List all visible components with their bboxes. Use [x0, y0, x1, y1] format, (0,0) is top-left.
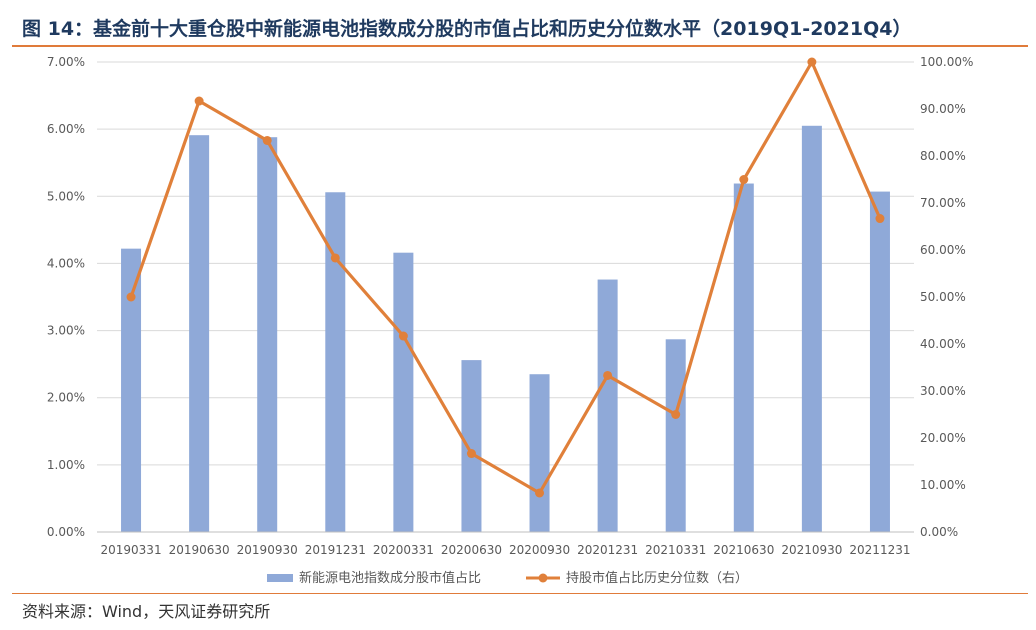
x-tick-label: 20210331 — [645, 543, 706, 557]
bar — [189, 135, 210, 532]
x-tick-label: 20190930 — [237, 543, 298, 557]
line-path — [129, 60, 882, 495]
x-tick-label: 20190630 — [169, 543, 230, 557]
x-tick-label: 20210930 — [781, 543, 842, 557]
bar — [869, 191, 890, 533]
line-point — [330, 253, 340, 263]
right-tick-label: 0.00% — [920, 525, 958, 539]
left-tick-label: 3.00% — [47, 324, 85, 338]
right-tick-label: 100.00% — [920, 55, 973, 69]
legend: 新能源电池指数成分股市值占比 持股市值占比历史分位数（右） — [267, 570, 748, 586]
grid-lines — [97, 61, 914, 533]
right-tick-label: 80.00% — [920, 149, 966, 163]
left-tick-label: 7.00% — [47, 55, 85, 69]
bar — [461, 360, 482, 532]
chart-title: 图 14：基金前十大重仓股中新能源电池指数成分股的市值占比和历史分位数水平（20… — [22, 18, 912, 40]
line-series — [126, 57, 885, 498]
bar — [121, 248, 142, 532]
right-tick-label: 60.00% — [920, 243, 966, 257]
line-point — [262, 135, 272, 145]
title-rule — [12, 45, 1028, 47]
x-tick-label: 20210630 — [713, 543, 774, 557]
line-point — [398, 331, 408, 341]
x-tick-label: 20200331 — [373, 543, 434, 557]
line-point — [603, 370, 613, 380]
line-point — [739, 175, 749, 184]
right-tick-label: 40.00% — [920, 337, 966, 351]
legend-bar-swatch — [267, 574, 293, 582]
bar — [257, 137, 278, 532]
x-tick-label: 20200630 — [441, 543, 502, 557]
right-tick-label: 70.00% — [920, 196, 966, 210]
right-tick-label: 20.00% — [920, 431, 966, 445]
left-tick-label: 6.00% — [47, 122, 85, 136]
x-tick-label: 20191231 — [305, 543, 366, 557]
line-point — [875, 214, 885, 224]
line-point — [807, 57, 817, 67]
line-point — [126, 292, 136, 302]
bar — [393, 252, 414, 532]
left-tick-label: 2.00% — [47, 391, 85, 405]
x-tick-label: 20201231 — [577, 543, 638, 557]
source-note: 资料来源：Wind，天风证券研究所 — [22, 602, 271, 621]
legend-line-label: 持股市值占比历史分位数（右） — [566, 570, 748, 586]
line-point — [535, 488, 545, 498]
line-point — [466, 449, 476, 459]
right-tick-label: 90.00% — [920, 102, 966, 116]
x-tick-label: 20190331 — [101, 543, 162, 557]
bar — [801, 125, 822, 533]
bar — [597, 279, 618, 532]
line-point — [671, 410, 681, 419]
bar — [733, 183, 754, 532]
left-axis: 0.00% 1.00% 2.00% 3.00% 4.00% 5.00% 6.00% 7.00% — [47, 55, 85, 539]
left-tick-label: 1.00% — [47, 458, 85, 472]
x-axis: 20190331 20190630 20190930 20191231 20200331… — [97, 531, 914, 557]
right-tick-label: 30.00% — [920, 384, 966, 398]
bar — [325, 192, 346, 532]
bar-series — [121, 125, 890, 533]
bar — [665, 339, 686, 532]
left-tick-label: 4.00% — [47, 256, 85, 270]
x-tick-label: 20211231 — [849, 543, 910, 557]
left-tick-label: 0.00% — [47, 525, 85, 539]
line-point — [194, 96, 204, 106]
x-tick-label: 20200930 — [509, 543, 570, 557]
right-axis: 0.00% 10.00% 20.00% 30.00% 40.00% 50.00% 60.00… — [920, 55, 973, 539]
legend-bar-label: 新能源电池指数成分股市值占比 — [299, 570, 481, 586]
right-tick-label: 10.00% — [920, 478, 966, 492]
footer-rule — [12, 593, 1028, 594]
legend-line-marker — [538, 573, 548, 583]
bar — [529, 374, 550, 532]
right-tick-label: 50.00% — [920, 290, 966, 304]
left-tick-label: 5.00% — [47, 189, 85, 203]
